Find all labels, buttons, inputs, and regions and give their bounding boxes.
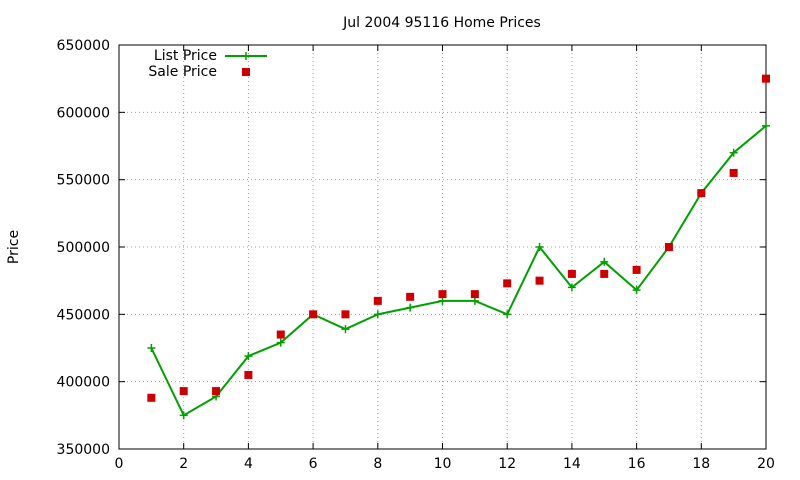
sale-price-point [341, 310, 350, 319]
list-price-point [373, 310, 382, 319]
x-tick-label: 10 [434, 456, 452, 472]
x-tick-label: 16 [628, 456, 646, 472]
legend-label-list-price: List Price [154, 48, 217, 64]
x-tick-label: 6 [309, 456, 318, 472]
grid-lines [119, 45, 766, 449]
sale-price-point [212, 387, 221, 396]
sale-price-point [276, 330, 285, 339]
x-tick-label: 12 [498, 456, 516, 472]
list-price-point [276, 338, 285, 347]
list-price-line [150, 125, 767, 417]
list-price-point [535, 243, 544, 251]
x-tick-label: 14 [563, 456, 581, 472]
legend-label-sale-price: Sale Price [148, 64, 217, 80]
list-price-point [600, 257, 609, 266]
legend-marker-list-price [242, 52, 250, 60]
y-tick-label: 650000 [57, 38, 110, 54]
sale-price-point [470, 290, 479, 299]
x-tick-label: 20 [757, 456, 775, 472]
sale-price-point [729, 168, 738, 177]
y-tick-label: 350000 [57, 442, 110, 458]
sale-price-point [567, 269, 576, 278]
list-price-point [503, 310, 512, 319]
y-tick-label: 500000 [57, 240, 110, 256]
y-axis-label: Price [6, 230, 22, 264]
series-layer [147, 74, 770, 420]
sale-price-point [406, 292, 415, 301]
list-price-point [632, 286, 641, 295]
sale-price-point [762, 74, 770, 83]
list-price-point [341, 325, 350, 334]
axis-ticks: 0 2 4 6 8 10 12 14 16 18 20 350000 400000 450000 50000… [57, 38, 775, 472]
list-price-point [438, 296, 447, 305]
sale-price-point [438, 290, 447, 299]
sale-price-point [373, 296, 382, 305]
legend-swatch-sale-price [242, 68, 250, 76]
y-tick-label: 400000 [57, 375, 110, 391]
sale-price-point [309, 310, 318, 319]
x-tick-label: 2 [179, 456, 188, 472]
x-tick-label: 8 [373, 456, 382, 472]
y-tick-label: 550000 [57, 173, 110, 189]
sale-price-point [697, 189, 706, 198]
sale-price-point [535, 276, 544, 285]
sale-price-point [632, 265, 641, 274]
x-tick-label: 4 [244, 456, 253, 472]
list-price-point [729, 148, 738, 157]
list-price-point [147, 344, 156, 352]
y-tick-label: 450000 [57, 307, 110, 323]
chart-title: Jul 2004 95116 Home Prices [342, 15, 541, 31]
x-tick-label: 0 [115, 456, 124, 472]
sale-price-point [147, 393, 156, 402]
sale-price-point [179, 387, 188, 396]
x-tick-label: 18 [692, 456, 710, 472]
y-tick-label: 600000 [57, 105, 110, 121]
sale-price-point [600, 269, 609, 278]
list-price-point [470, 296, 479, 305]
sale-price-point [244, 370, 253, 379]
list-price-point [567, 283, 576, 292]
sale-price-point [664, 243, 673, 251]
sale-price-point [503, 279, 512, 288]
list-price-point [244, 352, 253, 361]
list-price-point [179, 411, 188, 420]
list-price-point [406, 303, 415, 312]
list-price-point [762, 121, 770, 130]
